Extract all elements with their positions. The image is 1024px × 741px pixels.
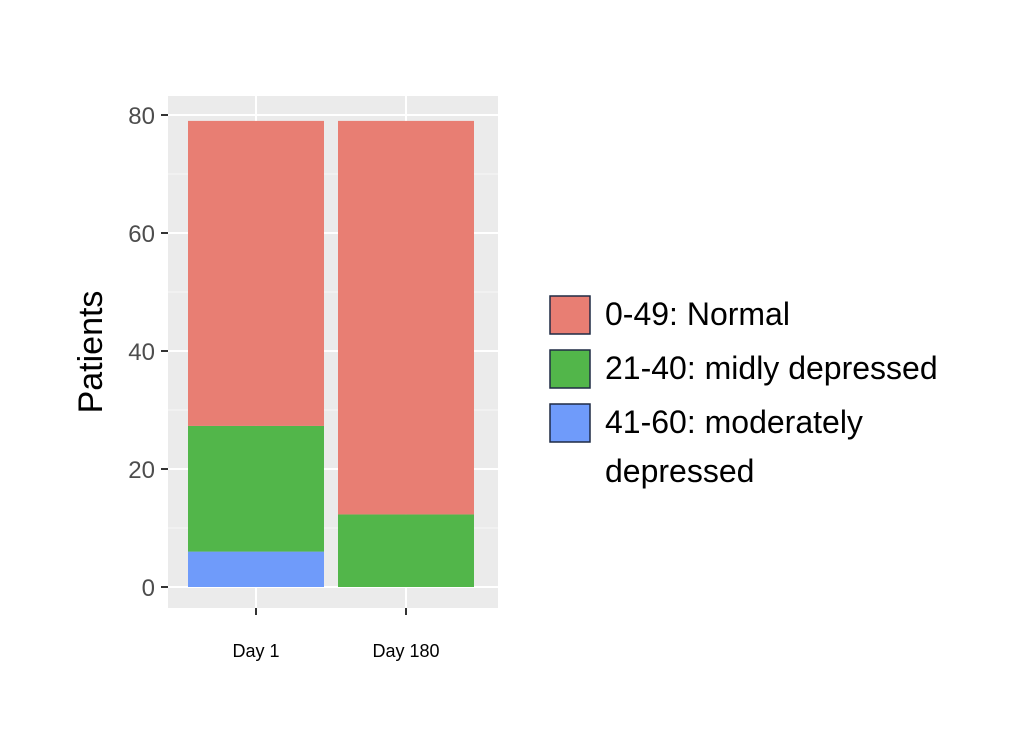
x-tick-label: Day 180	[372, 641, 439, 661]
y-tick-label: 40	[128, 339, 155, 366]
y-tick-label: 20	[128, 457, 155, 484]
bar-segment	[188, 551, 324, 587]
legend-swatch	[549, 403, 591, 443]
legend-swatch	[549, 349, 591, 389]
y-tick-label: 0	[142, 575, 155, 602]
bar-segment	[188, 120, 324, 426]
x-tick-label: Day 1	[232, 641, 279, 661]
y-axis: 0 20 40 60 80	[128, 103, 168, 602]
y-tick-label: 80	[128, 103, 155, 130]
legend: 0-49: Normal 21-40: midly depressed 41-60:…	[549, 295, 938, 489]
y-tick-label: 60	[128, 221, 155, 248]
legend-label: depressed	[605, 453, 754, 489]
legend-swatch	[549, 295, 591, 335]
bar-segment	[338, 514, 474, 587]
legend-label: 21-40: midly depressed	[605, 350, 938, 386]
y-axis-label: Patients	[72, 291, 110, 414]
bar-segment	[188, 425, 324, 552]
legend-label: 41-60: moderately	[605, 404, 863, 440]
x-axis: Day 1 Day 180	[232, 608, 440, 661]
legend-label: 0-49: Normal	[605, 296, 790, 332]
bar-segment	[338, 120, 474, 515]
bars-group	[188, 120, 474, 587]
